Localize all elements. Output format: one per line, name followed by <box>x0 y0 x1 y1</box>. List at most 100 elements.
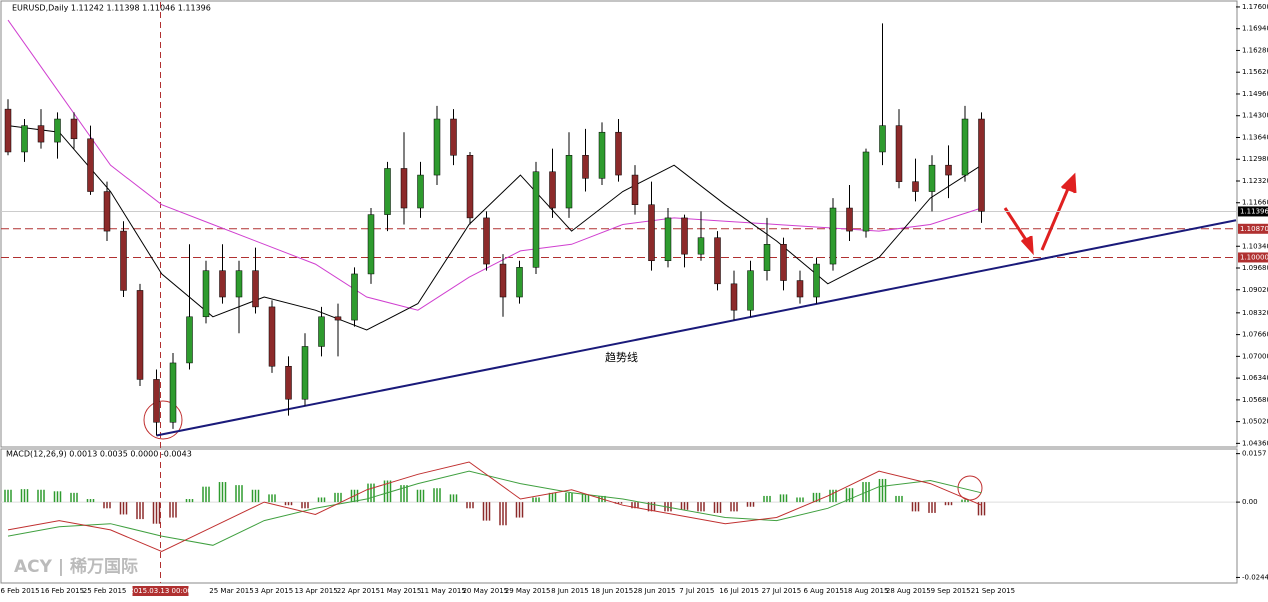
y2-tick-label: 0.0157 <box>1242 450 1267 458</box>
x-tick-label: 1 May 2015 <box>380 587 421 595</box>
price-panel <box>0 0 1238 448</box>
watermark: ACY | 稀万国际 <box>14 556 138 577</box>
last-price-label: 1.11396 <box>1240 207 1268 215</box>
x-tick-label: 9 Sep 2015 <box>931 587 971 595</box>
candle-body <box>912 181 919 192</box>
candle-body <box>862 151 870 232</box>
candle-body <box>516 267 523 298</box>
candle-body <box>549 171 556 209</box>
y-tick-label: 1.10340 <box>1242 242 1268 250</box>
candle-body <box>747 270 754 311</box>
candle-body <box>780 244 787 281</box>
candle-body <box>235 270 243 298</box>
candle-body <box>631 174 639 205</box>
macd-header: MACD(12,26,9) 0.0013 0.0035 0.0000 -0.00… <box>6 450 192 459</box>
candle-body <box>763 244 771 271</box>
candle-body <box>961 118 969 176</box>
y-tick-label: 1.09680 <box>1242 264 1268 272</box>
ma-slow <box>7 19 982 311</box>
y-tick-label: 1.08320 <box>1242 309 1268 317</box>
candle-body <box>648 204 655 262</box>
y-tick-label: 1.06340 <box>1242 374 1268 382</box>
candle-body <box>928 164 936 192</box>
x-tick-label: 28 Jun 2015 <box>633 587 675 595</box>
candle-body <box>846 207 853 232</box>
candle-body <box>664 217 672 262</box>
candle-body <box>4 108 12 153</box>
y-tick-label: 1.17600 <box>1242 3 1268 11</box>
candle-body <box>582 155 589 179</box>
candle-body <box>895 125 903 182</box>
level-badge <box>1238 252 1268 263</box>
candle-body <box>796 280 804 298</box>
y-tick-label: 1.05680 <box>1242 396 1268 404</box>
candle-body <box>417 174 424 209</box>
candle-body <box>565 155 573 209</box>
highlight-circle <box>143 400 183 440</box>
candle-body <box>202 270 210 318</box>
y-tick-label: 1.16940 <box>1242 25 1268 33</box>
x-tick-label: 28 Aug 2015 <box>886 587 931 595</box>
candle-body <box>499 263 507 298</box>
arrow-up <box>1040 172 1077 251</box>
x-tick-label: 18 Jun 2015 <box>591 587 633 595</box>
candle-body <box>351 273 358 321</box>
y-tick-label: 1.11660 <box>1242 199 1268 207</box>
x-tick-label: 18 Aug 2015 <box>844 587 889 595</box>
candle-body <box>21 125 28 153</box>
x-tick-label: 7 Jul 2015 <box>679 587 714 595</box>
y-tick-label: 1.14300 <box>1242 112 1268 120</box>
x-tick-label: 16 Jul 2015 <box>719 587 759 595</box>
signal-line <box>7 470 982 546</box>
x-tick-label: 25 Feb 2015 <box>83 587 127 595</box>
candle-body <box>70 118 78 140</box>
arrow-down <box>1003 207 1034 256</box>
crosshair-label: 2015.03.13 00:00 <box>129 587 191 595</box>
candle-body <box>433 118 441 176</box>
last-price-badge <box>1238 206 1268 217</box>
candle-body <box>598 131 606 179</box>
candle-body <box>532 171 540 268</box>
x-tick-label: 8 Jun 2015 <box>551 587 589 595</box>
candle-body <box>829 207 837 265</box>
candle-body <box>252 270 259 308</box>
candle-body <box>169 362 177 423</box>
y2-tick-label: -0.0244 <box>1242 573 1268 581</box>
x-tick-label: 20 May 2015 <box>462 587 508 595</box>
candle-body <box>334 316 342 321</box>
candle-body <box>450 118 457 156</box>
y-tick-label: 1.05020 <box>1242 418 1268 426</box>
candle-body <box>384 168 391 215</box>
candle-body <box>87 138 94 192</box>
y-tick-label: 1.12320 <box>1242 177 1268 185</box>
x-tick-label: 6 Aug 2015 <box>804 587 844 595</box>
x-tick-label: 21 Sep 2015 <box>971 587 1015 595</box>
crosshair-badge <box>132 586 189 596</box>
symbol-header: EURUSD,Daily 1.11242 1.11398 1.11046 1.1… <box>12 4 211 13</box>
x-tick-label: 3 Apr 2015 <box>254 587 293 595</box>
candle-body <box>136 290 144 380</box>
macd-line <box>7 461 982 553</box>
candle-body <box>186 316 193 364</box>
x-tick-label: 6 Feb 2015 <box>0 587 39 595</box>
level-label: 1.10000 <box>1240 253 1268 261</box>
x-tick-label: 22 Apr 2015 <box>337 587 380 595</box>
candle-body <box>466 155 474 219</box>
y-tick-label: 1.15620 <box>1242 68 1268 76</box>
candle-body <box>120 230 127 291</box>
trendline <box>156 219 1237 437</box>
candle-body <box>268 306 276 367</box>
level-label: 1.10870 <box>1240 225 1268 233</box>
x-tick-label: 27 Jul 2015 <box>762 587 802 595</box>
level-badge <box>1238 223 1268 234</box>
candle-body <box>714 237 721 285</box>
candle-body <box>37 125 45 143</box>
y-tick-label: 1.09020 <box>1242 286 1268 294</box>
y-tick-label: 1.16280 <box>1242 46 1268 54</box>
candle-body <box>483 217 490 265</box>
candle-body <box>103 191 111 232</box>
y-tick-label: 1.13640 <box>1242 133 1268 141</box>
macd-panel <box>0 448 1238 584</box>
